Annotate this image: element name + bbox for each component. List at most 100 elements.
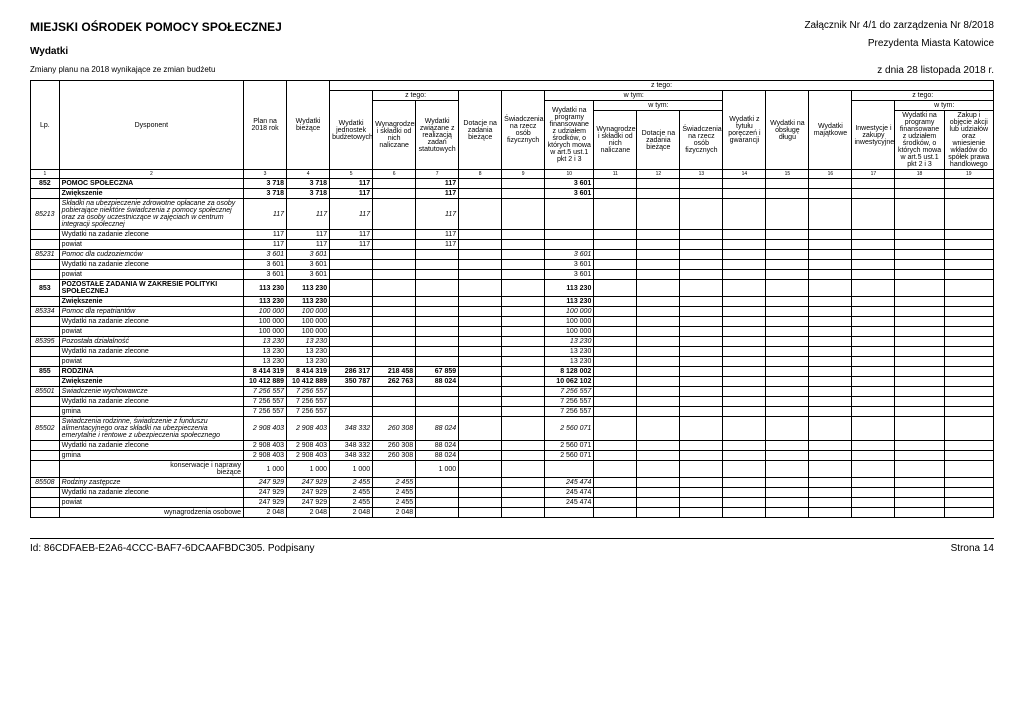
cell-value: 117 — [244, 230, 287, 240]
cell-value — [680, 367, 723, 377]
cell-value — [459, 270, 502, 280]
cell-lp — [31, 357, 60, 367]
cell-value — [594, 387, 637, 397]
cell-dysponent: powiat — [59, 357, 243, 367]
cell-dysponent: RODZINA — [59, 367, 243, 377]
cell-value: 3 601 — [545, 250, 594, 260]
table-row: Wydatki na zadanie zlecone7 256 5577 256… — [31, 397, 994, 407]
cell-value — [459, 297, 502, 307]
cell-value — [809, 337, 852, 347]
cell-value — [502, 250, 545, 260]
cell-lp — [31, 297, 60, 307]
cell-value — [680, 508, 723, 518]
cell-value — [330, 407, 373, 417]
cell-dysponent: powiat — [59, 240, 243, 250]
cell-value: 117 — [330, 199, 373, 230]
cell-value — [459, 367, 502, 377]
cell-value: 3 601 — [545, 270, 594, 280]
cell-value — [502, 297, 545, 307]
cell-value — [766, 307, 809, 317]
cell-value — [723, 461, 766, 478]
col-wydatki-tytulu: Wydatki z tytułu poręczeń i gwarancji — [723, 91, 766, 170]
cell-value — [594, 250, 637, 260]
cell-value — [723, 297, 766, 307]
cell-value — [809, 199, 852, 230]
cell-value — [594, 317, 637, 327]
cell-value: 117 — [330, 179, 373, 189]
cell-value: 3 601 — [244, 260, 287, 270]
cell-value — [637, 347, 680, 357]
cell-value: 100 000 — [244, 317, 287, 327]
cell-value — [852, 461, 895, 478]
cell-value — [502, 377, 545, 387]
cell-value: 2 560 071 — [545, 451, 594, 461]
cell-value — [502, 498, 545, 508]
cell-value — [680, 377, 723, 387]
cell-value — [637, 397, 680, 407]
cell-value — [680, 478, 723, 488]
col-wydatki-programy: Wydatki na programy finansowane z udział… — [545, 101, 594, 170]
cell-value — [373, 270, 416, 280]
cell-lp — [31, 508, 60, 518]
col-zakup: Zakup i objęcie akcji lub udziałów oraz … — [944, 111, 993, 170]
cell-value — [723, 417, 766, 441]
footer-id: Id: 86CDFAEB-E2A6-4CCC-BAF7-6DCAAFBDC305… — [30, 543, 315, 554]
cell-lp: 85502 — [31, 417, 60, 441]
cell-value — [766, 270, 809, 280]
cell-value: 2 908 403 — [244, 451, 287, 461]
cell-value — [944, 270, 993, 280]
cell-value — [594, 478, 637, 488]
cell-value — [416, 347, 459, 357]
cell-value — [944, 297, 993, 307]
cell-value — [637, 417, 680, 441]
cell-value — [459, 498, 502, 508]
cell-value — [766, 488, 809, 498]
cell-value — [637, 317, 680, 327]
cell-dysponent: POZOSTAŁE ZADANIA W ZAKRESIE POLITYKI SP… — [59, 280, 243, 297]
cell-lp: 85231 — [31, 250, 60, 260]
cell-value — [594, 441, 637, 451]
cell-value — [895, 407, 944, 417]
cell-value — [944, 307, 993, 317]
cell-value: 7 256 557 — [244, 407, 287, 417]
col-ztego-3: z tego: — [852, 91, 994, 101]
cell-value — [895, 397, 944, 407]
cell-value: 113 230 — [244, 297, 287, 307]
cell-value: 1 000 — [416, 461, 459, 478]
cell-value — [680, 347, 723, 357]
cell-value: 7 256 557 — [244, 387, 287, 397]
cell-dysponent: konserwacje i naprawy bieżące — [59, 461, 243, 478]
cell-value: 2 048 — [244, 508, 287, 518]
table-row: 85334Pomoc dla repatriantów100 000100 00… — [31, 307, 994, 317]
cell-value — [766, 441, 809, 451]
cell-value — [895, 387, 944, 397]
col-wydatki-programy2: Wydatki na programy finansowane z udział… — [895, 111, 944, 170]
cell-value: 247 929 — [287, 478, 330, 488]
cell-value — [944, 337, 993, 347]
cell-value — [330, 270, 373, 280]
cell-value — [502, 461, 545, 478]
cell-value — [895, 307, 944, 317]
cell-value — [944, 250, 993, 260]
cell-value: 3 718 — [244, 179, 287, 189]
table-row: 85231Pomoc dla cudzoziemców3 6013 6013 6… — [31, 250, 994, 260]
cell-value — [502, 199, 545, 230]
cell-value: 3 601 — [244, 270, 287, 280]
cell-lp: 85334 — [31, 307, 60, 317]
cell-value — [459, 280, 502, 297]
cell-value — [459, 387, 502, 397]
table-row: gmina7 256 5577 256 5577 256 557 — [31, 407, 994, 417]
cell-value — [680, 250, 723, 260]
cell-value — [680, 498, 723, 508]
cell-value: 100 000 — [244, 307, 287, 317]
cell-value — [416, 270, 459, 280]
cell-value — [594, 377, 637, 387]
cell-value — [766, 397, 809, 407]
cell-value — [373, 307, 416, 317]
cell-value — [852, 240, 895, 250]
cell-value: 3 601 — [545, 260, 594, 270]
cell-value — [373, 327, 416, 337]
cell-value — [809, 260, 852, 270]
cell-value — [809, 347, 852, 357]
cell-value — [416, 397, 459, 407]
